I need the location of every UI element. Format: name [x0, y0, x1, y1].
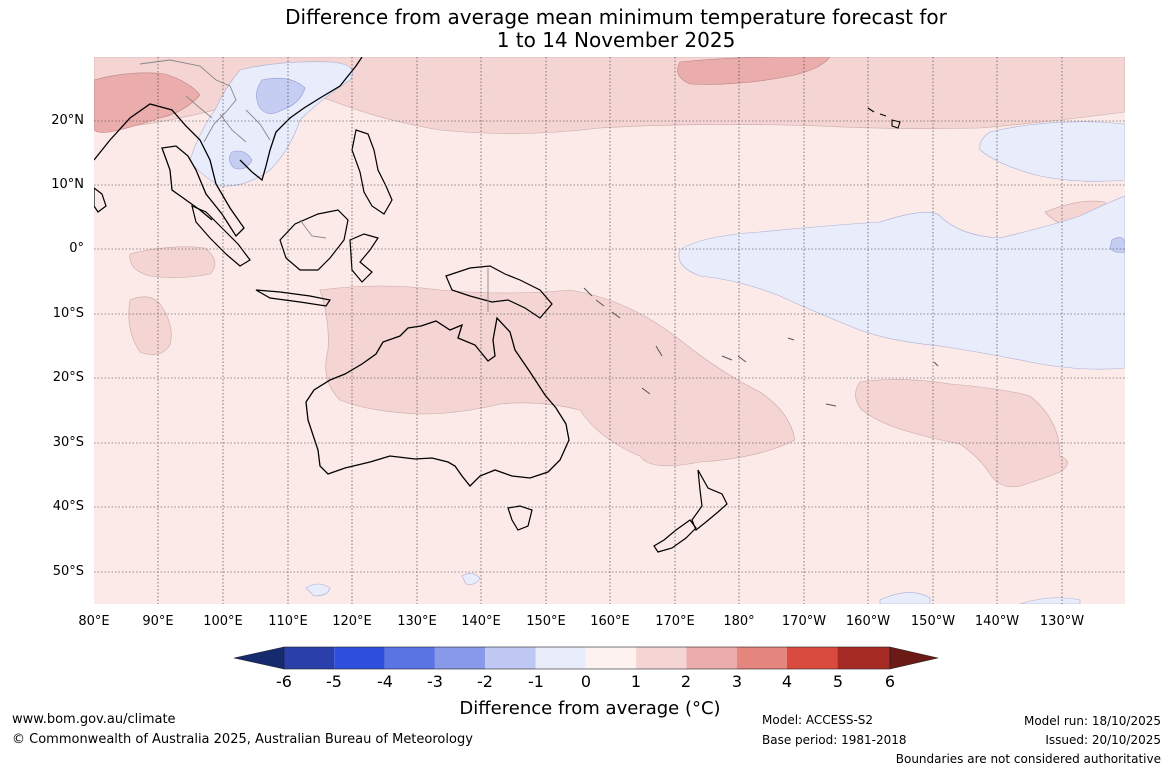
colorbar-tick-label: 1: [630, 672, 642, 691]
graticule: [94, 57, 1125, 604]
philippines-coastline: [351, 129, 393, 215]
footer-disclaimer: Boundaries are not considered authoritat…: [895, 752, 1161, 766]
anomaly-region-cool-blob: [1109, 237, 1125, 253]
java-coastline: [255, 289, 331, 307]
map-title-line2: 1 to 14 November 2025: [496, 28, 736, 52]
lon-label: 110°E: [268, 614, 308, 629]
lon-label: 160°W: [845, 614, 891, 629]
colorbar-title: Difference from average (°C): [459, 698, 721, 719]
lon-label: 120°E: [332, 614, 372, 629]
colorbar-segment: [585, 647, 637, 669]
colorbar-tick-label: 3: [731, 672, 743, 691]
colorbar-segment: [736, 647, 787, 669]
anomaly-region-cool-southern-1: [305, 583, 331, 597]
colorbar-tick-label: -6: [276, 672, 292, 691]
asia-mainland-coastline: [94, 57, 363, 238]
colorbar-segment: [485, 647, 536, 669]
colorbar-over-arrow: [889, 646, 939, 670]
tasmania-coastline: [507, 505, 533, 531]
country-borders: [139, 59, 489, 312]
pacific-islands: [583, 287, 939, 407]
lon-label: 180°: [723, 614, 755, 629]
anomaly-region-cool-southern-3: [879, 592, 931, 604]
colorbar-tick-label: -2: [477, 672, 493, 691]
anomaly-region-cool-southern-2: [461, 573, 481, 585]
footer-issued: Issued: 20/10/2025: [1045, 733, 1161, 747]
new-guinea-coastline: [445, 265, 553, 319]
anomaly-region-warm-south-pacific: [855, 379, 1068, 488]
footer-model: Model: ACCESS-S2: [762, 713, 874, 727]
anomaly-region-warm-australia-pacific: [319, 285, 796, 467]
colorbar-tick-label: 5: [832, 672, 844, 691]
lon-label: 150°E: [526, 614, 566, 629]
colorbar-segment: [434, 647, 486, 669]
footer-model-run: Model run: 18/10/2025: [1023, 714, 1161, 728]
lon-label: 170°E: [655, 614, 695, 629]
footer-base-period: Base period: 1981-2018: [762, 733, 907, 747]
colorbar-tick-label: 2: [680, 672, 692, 691]
anomaly-region-cool-north-east-pacific: [979, 121, 1125, 182]
lat-label: 10°N: [51, 177, 84, 192]
lon-label: 80°E: [78, 614, 110, 629]
new-zealand-coastline: [653, 469, 728, 553]
lat-label: 20°N: [51, 113, 84, 128]
lon-label: 130°W: [1039, 614, 1085, 629]
australia-coastline: [305, 316, 570, 487]
colorbar-tick-label: -5: [326, 672, 342, 691]
anomaly-region-cool-southern-4: [1019, 597, 1081, 604]
sulawesi-coastline: [349, 233, 379, 283]
colorbar-tick-label: -3: [427, 672, 443, 691]
lat-label: 40°S: [52, 499, 84, 514]
map-plot-area: [94, 57, 1125, 604]
lon-label: 130°E: [397, 614, 437, 629]
lon-label: 140°E: [461, 614, 501, 629]
anomaly-region-warm-indian-ocean: [128, 296, 172, 356]
colorbar-tick-label: 4: [781, 672, 793, 691]
colorbar-segment: [284, 647, 335, 669]
borneo-coastline: [279, 209, 349, 271]
colorbar-segment: [636, 647, 687, 669]
anomaly-region-cool-equatorial-pacific: [678, 195, 1125, 370]
lat-label: 20°S: [52, 370, 84, 385]
lat-label: 30°S: [52, 435, 84, 450]
colorbar-segment: [535, 647, 586, 669]
sri-lanka-coastline: [94, 187, 107, 213]
lon-label: 100°E: [203, 614, 243, 629]
colorbar-tick-label: -1: [528, 672, 544, 691]
anomaly-region-cool-vietnam: [256, 77, 306, 114]
lon-label: 90°E: [142, 614, 174, 629]
lon-label: 170°W: [781, 614, 827, 629]
map-title-line1: Difference from average mean minimum tem…: [285, 5, 947, 29]
lon-label: 150°W: [910, 614, 956, 629]
lat-label: 10°S: [52, 306, 84, 321]
colorbar-segment: [686, 647, 737, 669]
footer-url[interactable]: www.bom.gov.au/climate: [12, 712, 176, 727]
anomaly-region-warm-china: [94, 72, 201, 133]
lon-label: 160°E: [590, 614, 630, 629]
lon-label: 140°W: [974, 614, 1020, 629]
colorbar-segment: [384, 647, 435, 669]
footer-copyright: © Commonwealth of Australia 2025, Austra…: [12, 732, 473, 747]
colorbar-segment: [837, 647, 890, 669]
sumatra-coastline: [191, 204, 251, 267]
colorbar-segment: [334, 647, 385, 669]
anomaly-region-warm-north-pacific-hot: [677, 57, 831, 85]
anomaly-region-warm-equatorial-indian: [129, 246, 216, 278]
colorbar-tick-label: 6: [884, 672, 896, 691]
colorbar-tick-label: 0: [580, 672, 592, 691]
colorbar: [233, 646, 939, 670]
colorbar-segment: [787, 647, 838, 669]
colorbar-under-arrow: [233, 646, 285, 670]
colorbar-tick-label: -4: [377, 672, 393, 691]
hawaii-coastline: [867, 107, 901, 129]
lat-label: 0°: [69, 241, 84, 256]
lat-label: 50°S: [52, 564, 84, 579]
